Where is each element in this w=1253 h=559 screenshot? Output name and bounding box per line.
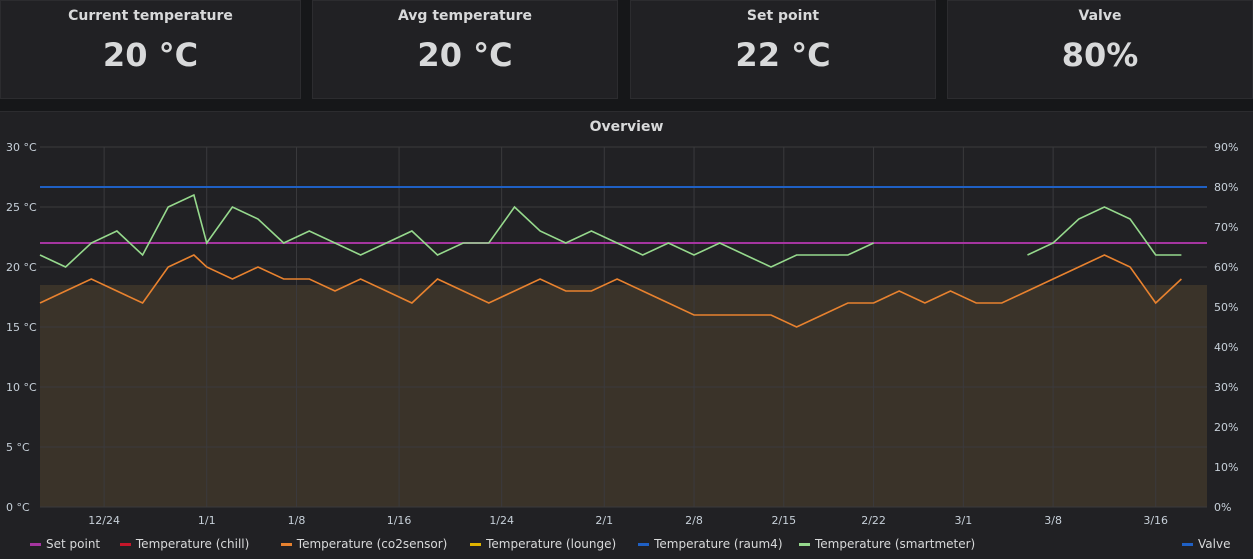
legend-swatch [280, 542, 292, 546]
y-right-tick-label: 80% [1214, 181, 1238, 194]
stat-label: Current temperature [68, 8, 233, 24]
legend-item[interactable]: Temperature (raum4) [638, 537, 783, 551]
x-tick-label: 1/8 [288, 514, 306, 527]
legend-label: Valve [1198, 537, 1231, 551]
x-tick-label: 1/16 [387, 514, 412, 527]
y-right-tick-label: 50% [1214, 301, 1238, 314]
y-right-tick-label: 40% [1214, 341, 1238, 354]
y-left-tick-label: 0 °C [6, 501, 30, 514]
legend-label: Temperature (raum4) [654, 537, 783, 551]
y-right-tick-label: 0% [1214, 501, 1231, 514]
series-line-temperature-co2sensor- [39, 254, 1182, 328]
legend-label: Temperature (smartmeter) [815, 537, 976, 551]
legend-item[interactable]: Temperature (co2sensor) [280, 537, 448, 551]
x-tick-label: 1/24 [489, 514, 514, 527]
stat-value: 22 °C [735, 36, 831, 74]
x-tick-label: 2/15 [771, 514, 796, 527]
x-tick-label: 12/24 [88, 514, 120, 527]
legend-label: Temperature (lounge) [486, 537, 617, 551]
legend-swatch [30, 542, 41, 546]
legend-label: Set point [46, 537, 101, 551]
y-right-tick-label: 60% [1214, 261, 1238, 274]
legend-label: Temperature (chill) [135, 537, 250, 551]
x-tick-label: 2/22 [861, 514, 886, 527]
area-fill [40, 285, 1207, 507]
stat-value: 20 °C [417, 36, 513, 74]
legend-swatch [470, 542, 482, 546]
stat-avg-temperature[interactable]: Avg temperature 20 °C [312, 0, 618, 99]
x-tick-label: 3/8 [1044, 514, 1062, 527]
x-tick-label: 2/8 [685, 514, 703, 527]
y-left-tick-label: 5 °C [6, 441, 30, 454]
series-line-temperature-smartmeter- [39, 193, 1182, 268]
legend-swatch [799, 542, 810, 546]
legend-item[interactable]: Temperature (smartmeter) [799, 537, 975, 551]
y-left-tick-label: 10 °C [6, 381, 37, 394]
y-left-tick-label: 20 °C [6, 261, 37, 274]
y-left-tick-label: 15 °C [6, 321, 37, 334]
y-left-tick-label: 30 °C [6, 141, 37, 154]
overview-graph-panel[interactable]: Overview 0 °C 5 °C 10 °C 15 °C 20 °C 25 °C 30 … [0, 111, 1253, 559]
x-tick-label: 3/16 [1143, 514, 1168, 527]
legend-item[interactable]: Set point [30, 537, 100, 551]
y-right-tick-label: 20% [1214, 421, 1238, 434]
stat-label: Valve [1078, 8, 1122, 24]
stat-label: Set point [746, 8, 820, 24]
y-right-tick-label: 10% [1214, 461, 1238, 474]
y-right-tick-label: 30% [1214, 381, 1238, 394]
x-tick-label: 2/1 [595, 514, 613, 527]
y-left-tick-label: 25 °C [6, 201, 37, 214]
legend-swatch [638, 542, 650, 546]
stat-valve[interactable]: Valve 80% [947, 0, 1253, 99]
stat-set-point[interactable]: Set point 22 °C [630, 0, 936, 99]
legend-swatch [1182, 542, 1193, 546]
stat-label: Avg temperature [397, 8, 533, 24]
legend-item[interactable]: Valve [1182, 537, 1230, 551]
y-right-tick-label: 70% [1214, 221, 1238, 234]
legend-item[interactable]: Temperature (lounge) [470, 537, 616, 551]
legend-item[interactable]: Temperature (chill) [119, 537, 250, 551]
x-tick-label: 3/1 [954, 514, 972, 527]
legend-label: Temperature (co2sensor) [296, 537, 448, 551]
graph-title: Overview [589, 119, 664, 135]
stat-value: 80% [1061, 36, 1139, 74]
overview-chart[interactable]: 0 °C 5 °C 10 °C 15 °C 20 °C 25 °C 30 °C 0% 10% 20… [0, 112, 1253, 532]
y-right-tick-label: 90% [1214, 141, 1238, 154]
stat-value: 20 °C [102, 36, 199, 74]
legend-swatch [119, 542, 131, 546]
x-tick-label: 1/1 [198, 514, 216, 527]
stat-current-temperature[interactable]: Current temperature 20 °C [0, 0, 301, 99]
